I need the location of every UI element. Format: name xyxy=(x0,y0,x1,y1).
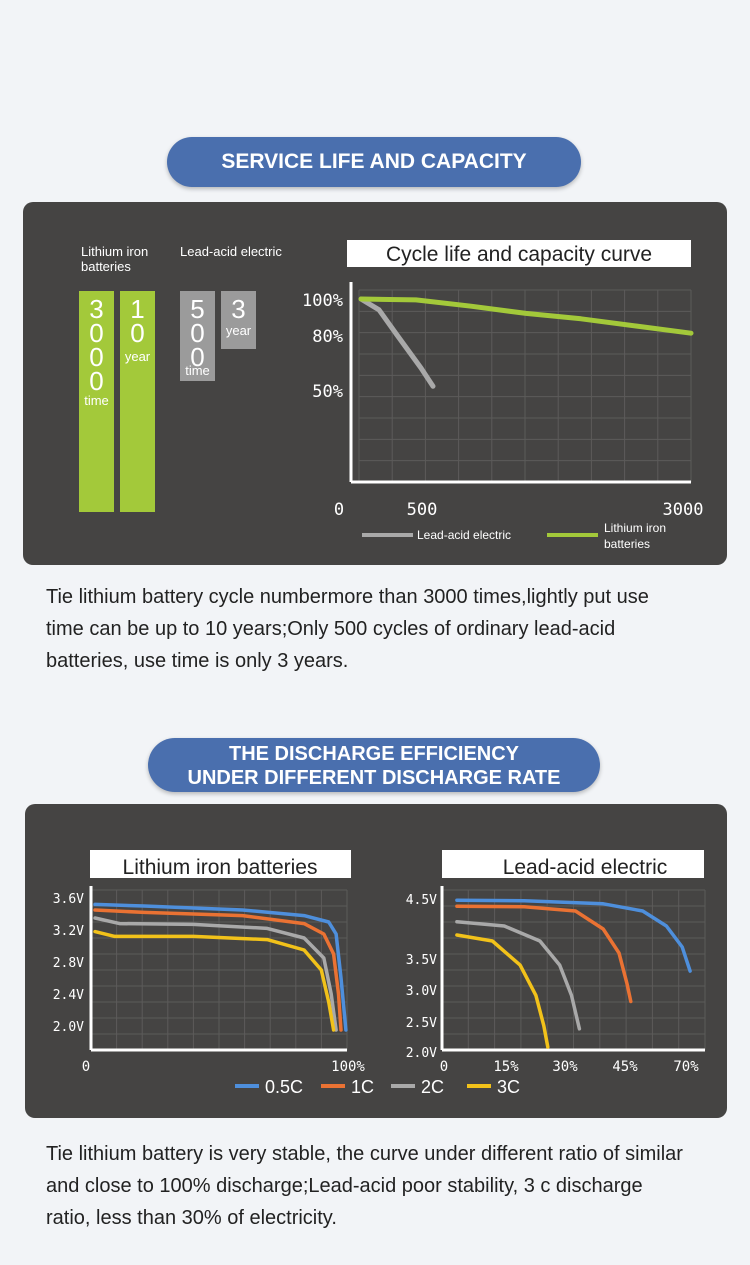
section-title-discharge-line1: THE DISCHARGE EFFICIENCY xyxy=(228,743,520,765)
legend-label: Lithium iron xyxy=(604,521,666,535)
lead-discharge-chart: 4.5V 3.5V 3.0V 2.5V 2.0V0 15% 30% 45% 70% xyxy=(406,886,706,1075)
y-tick-label: 2.5V xyxy=(406,1016,437,1031)
series-line xyxy=(455,904,633,1004)
y-tick-label: 2.8V xyxy=(53,956,84,971)
lead-discharge-title-box xyxy=(442,850,704,878)
y-tick-label: 3.2V xyxy=(53,924,84,939)
series-line xyxy=(93,908,343,1032)
x-tick-label: 500 xyxy=(407,500,438,520)
x-tick-label: 0 xyxy=(82,1059,90,1075)
x-tick-label: 30% xyxy=(552,1059,578,1075)
lead-acid-label: Lead-acid electric xyxy=(180,244,282,259)
cycle-chart-title: Cycle life and capacity curve xyxy=(386,243,652,266)
discharge-description: Tie lithium battery is very stable, the … xyxy=(46,1143,683,1229)
series-line xyxy=(455,933,550,1049)
lithium-years-bar xyxy=(120,291,155,512)
y-tick-label: 4.5V xyxy=(406,893,437,908)
series-line xyxy=(93,916,338,1032)
x-tick-label: 3000 xyxy=(663,500,704,520)
discharge-panel: Lithium iron batteries Lead-acid electri… xyxy=(25,804,727,1118)
y-tick-label: 100% xyxy=(302,291,343,311)
value-digit: 0 xyxy=(89,318,103,348)
lithium-label-line1: Lithium iron xyxy=(81,244,148,259)
cycle-chart: 100% 80% 50% 0 500 3000 Lead-acid electric Lith… xyxy=(302,282,703,551)
section-title-service-life: SERVICE LIFE AND CAPACITY CHANGES xyxy=(167,137,581,223)
legend-label: 2C xyxy=(421,1077,444,1097)
cycle-chart-title-box xyxy=(347,240,691,267)
value-digit: 1 xyxy=(130,294,144,324)
lead-cycles-unit: time xyxy=(185,363,210,378)
series-line xyxy=(93,902,348,1032)
y-tick-label: 3.5V xyxy=(406,953,437,968)
x-tick-label: 70% xyxy=(673,1059,699,1075)
y-tick-label: 3.0V xyxy=(406,984,437,999)
lithium-years-unit: year xyxy=(125,349,151,364)
lithium-discharge-title: Lithium iron batteries xyxy=(123,856,318,879)
section-title-discharge-line2: UNDER DIFFERENT DISCHARGE RATE xyxy=(187,767,561,789)
lithium-years-value: 10 xyxy=(130,294,144,348)
legend-label: Lead-acid electric xyxy=(417,528,511,542)
series-line xyxy=(358,296,694,336)
series-line xyxy=(455,920,582,1031)
y-tick-label: 2.0V xyxy=(53,1020,84,1035)
value-digit: 3 xyxy=(89,294,103,324)
lithium-discharge-chart: 3.6V 3.2V 2.8V 2.4V 2.0V 0 100% xyxy=(53,886,365,1075)
legend-label: 3C xyxy=(497,1077,520,1097)
y-tick-label: 3.6V xyxy=(53,892,84,907)
y-tick-label: 50% xyxy=(312,382,343,402)
value-digit: 0 xyxy=(89,366,103,396)
y-tick-label: 80% xyxy=(312,327,343,347)
lead-years-unit: year xyxy=(226,323,252,338)
lithium-cycles-bar xyxy=(79,291,114,512)
lithium-discharge-title-box xyxy=(90,850,351,878)
lithium-cycles-value: 3000 xyxy=(89,294,103,396)
service-life-description: Tie lithium battery cycle numbermore tha… xyxy=(46,586,649,672)
legend-label: 1C xyxy=(351,1077,374,1097)
lead-discharge-title: Lead-acid electric xyxy=(503,856,668,879)
x-tick-label: 45% xyxy=(612,1059,638,1075)
series-line xyxy=(358,296,436,389)
x-tick-label: 0 xyxy=(440,1059,448,1075)
section-title-discharge: THE DISCHARGE EFFICIENCY UNDER DIFFERENT… xyxy=(148,738,600,792)
lead-years-bar xyxy=(221,291,256,349)
lithium-label-line2: batteries xyxy=(81,259,131,274)
discharge-legend: 0.5C 1C 2C 3C xyxy=(235,1077,520,1097)
lead-cycles-bar xyxy=(180,291,215,381)
x-tick-label: 100% xyxy=(331,1059,365,1075)
series-line xyxy=(455,898,692,973)
value-digit: 5 xyxy=(190,294,204,324)
y-tick-label: 2.4V xyxy=(53,988,84,1003)
x-tick-label: 15% xyxy=(493,1059,519,1075)
value-digit: 0 xyxy=(89,342,103,372)
lead-cycles-value: 500 xyxy=(190,294,204,372)
legend-label: batteries xyxy=(604,537,650,551)
series-line xyxy=(93,929,336,1032)
lead-years-value: 3 xyxy=(231,294,245,324)
service-life-panel: Lithium iron batteries Lead-acid electri… xyxy=(23,202,727,565)
value-digit: 0 xyxy=(190,342,204,372)
lithium-cycles-unit: time xyxy=(84,393,109,408)
value-digit: 3 xyxy=(231,294,245,324)
x-tick-label: 0 xyxy=(334,500,344,520)
y-tick-label: 2.0V xyxy=(406,1046,437,1061)
discharge-graphic: Lithium iron batteries Lead-acid electri… xyxy=(53,850,706,1097)
service-life-graphic: Lithium iron batteries Lead-acid electri… xyxy=(79,240,703,551)
value-digit: 0 xyxy=(130,318,144,348)
value-digit: 0 xyxy=(190,318,204,348)
legend-label: 0.5C xyxy=(265,1077,303,1097)
